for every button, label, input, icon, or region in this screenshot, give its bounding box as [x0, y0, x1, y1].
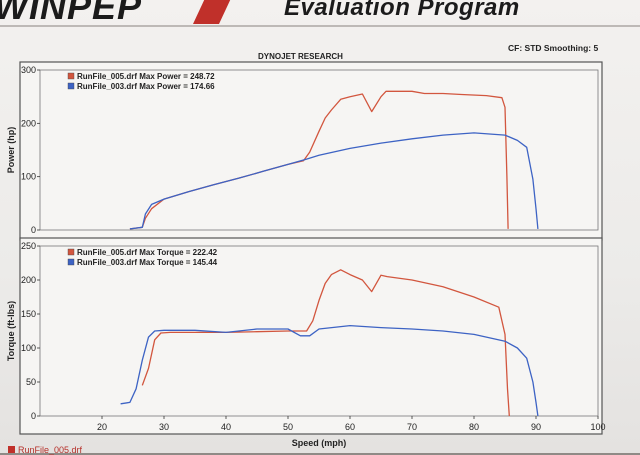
power-legend-entry: RunFile_005.drf Max Power = 248.72 [77, 72, 215, 81]
torque-x-tick-label: 50 [283, 422, 293, 432]
power-y-axis-label: Power (hp) [6, 127, 16, 174]
torque-x-tick-label: 70 [407, 422, 417, 432]
power-y-tick-label: 300 [21, 65, 36, 75]
power-y-tick-label: 0 [31, 225, 36, 235]
torque-x-tick-label: 60 [345, 422, 355, 432]
torque-y-tick-label: 200 [21, 275, 36, 285]
footer-swatch [8, 446, 15, 453]
footer-file-text: RunFile_005.drf [18, 445, 83, 455]
torque-legend-entry: RunFile_003.drf Max Torque = 145.44 [77, 258, 218, 267]
power-legend-swatch [67, 82, 75, 90]
header-divider [0, 25, 640, 27]
power-y-tick-label: 100 [21, 172, 36, 182]
torque-y-tick-label: 250 [21, 241, 36, 251]
torque-y-tick-label: 50 [26, 377, 36, 387]
torque-legend-swatch [67, 258, 75, 266]
power-panel-frame [19, 61, 603, 241]
torque-x-tick-label: 80 [469, 422, 479, 432]
torque-x-tick-label: 90 [531, 422, 541, 432]
footer-file-label: RunFile_005.drf [8, 445, 82, 455]
brand-logo: WINPEP [0, 0, 143, 27]
torque-x-tick-label: 20 [97, 422, 107, 432]
power-series-line-run003 [129, 132, 539, 230]
chart-title: DYNOJET RESEARCH [258, 52, 343, 61]
torque-series-line-run005 [141, 269, 510, 417]
torque-y-tick-label: 150 [21, 309, 36, 319]
power-y-tick-label: 200 [21, 118, 36, 128]
program-title: Evaluation Program [284, 0, 520, 21]
power-legend-entry: RunFile_003.drf Max Power = 174.66 [77, 82, 215, 91]
torque-plot-area [39, 245, 599, 417]
torque-legend-swatch [67, 248, 75, 256]
torque-series-line-run003 [120, 324, 539, 417]
torque-legend-entry: RunFile_005.drf Max Torque = 222.42 [77, 248, 218, 257]
torque-y-tick-label: 0 [31, 411, 36, 421]
torque-panel-frame [19, 237, 603, 435]
torque-y-axis-label: Torque (ft-lbs) [6, 301, 16, 361]
torque-x-tick-label: 100 [590, 422, 605, 432]
settings-label: CF: STD Smoothing: 5 [508, 43, 599, 53]
torque-x-tick-label: 40 [221, 422, 231, 432]
power-plot-area [39, 69, 599, 231]
torque-x-axis-label: Speed (mph) [292, 438, 347, 448]
torque-x-tick-label: 30 [159, 422, 169, 432]
torque-y-tick-label: 100 [21, 343, 36, 353]
power-legend-swatch [67, 72, 75, 80]
